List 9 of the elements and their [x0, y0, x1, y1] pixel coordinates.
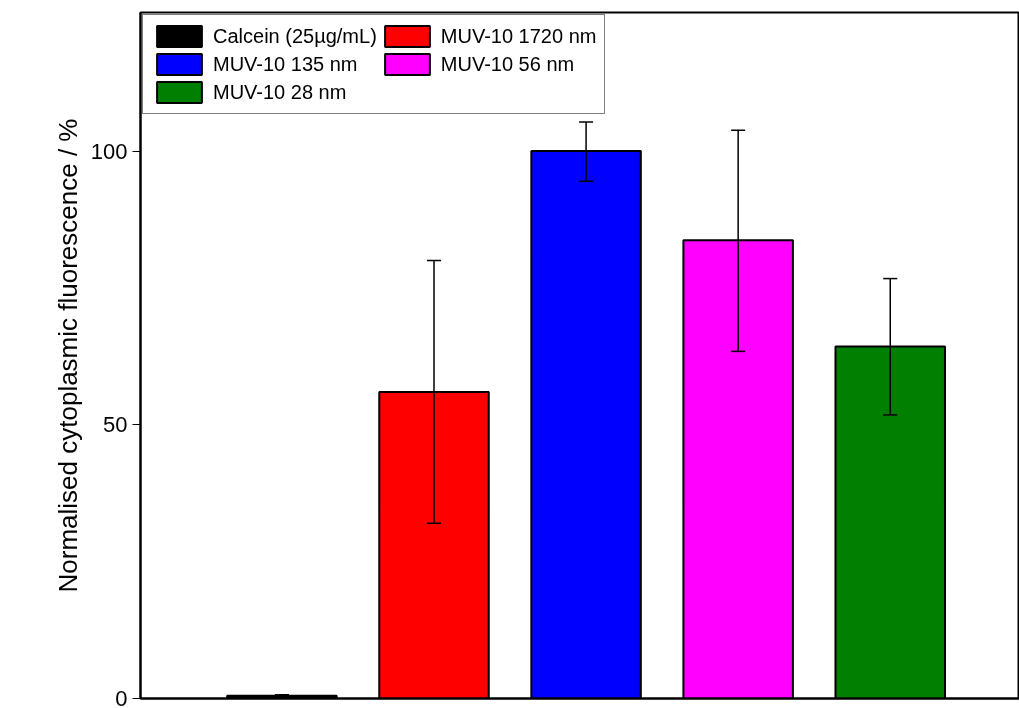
legend-label: MUV-10 1720 nm [440, 24, 597, 48]
y-tick-label: 0 [115, 686, 128, 708]
legend-label: MUV-10 56 nm [440, 52, 575, 76]
y-tick-label: 100 [90, 138, 128, 164]
legend-label: MUV-10 135 nm [213, 52, 358, 76]
legend-label: MUV-10 28 nm [213, 80, 347, 104]
legend-label: Calcein (25µg/mL) [213, 24, 377, 48]
y-tick-label: 50 [103, 412, 128, 438]
y-axis-title: Normalised cytoplasmic fluorescence / % [52, 118, 83, 593]
